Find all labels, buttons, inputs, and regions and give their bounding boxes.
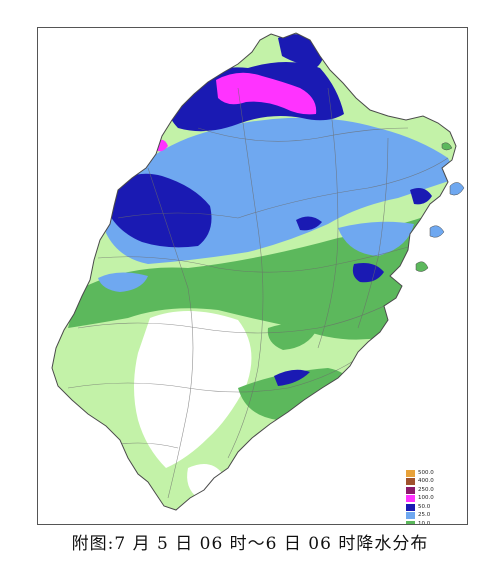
- legend-swatch: [406, 521, 415, 524]
- map-caption: 附图:7 月 5 日 06 时～6 日 06 时降水分布: [71, 534, 429, 554]
- legend-swatch: [406, 512, 415, 520]
- legend-item: 100.0: [406, 495, 444, 503]
- legend-item: 250.0: [406, 486, 444, 494]
- legend-swatch: [406, 495, 415, 503]
- legend-label: 400.0: [418, 478, 434, 485]
- legend-item: 400.0: [406, 478, 444, 486]
- legend-swatch: [406, 469, 415, 477]
- legend-label: 500.0: [418, 469, 434, 476]
- legend-swatch: [406, 478, 415, 486]
- legend-item: 500.0: [406, 469, 444, 477]
- legend-label: 50.0: [418, 503, 431, 510]
- legend-label: 250.0: [418, 486, 434, 493]
- coastal-islands: [415, 142, 465, 272]
- legend-item: 10.0: [406, 521, 444, 525]
- legend-swatch: [406, 486, 415, 494]
- legend-item: 50.0: [406, 503, 444, 511]
- precipitation-map: [51, 32, 465, 511]
- province-outline: [51, 32, 457, 511]
- legend-swatch: [406, 503, 415, 511]
- legend-label: 10.0: [418, 521, 431, 525]
- legend-item: 25.0: [406, 512, 444, 520]
- legend-label: 100.0: [418, 495, 434, 502]
- legend-label: 25.0: [418, 512, 431, 519]
